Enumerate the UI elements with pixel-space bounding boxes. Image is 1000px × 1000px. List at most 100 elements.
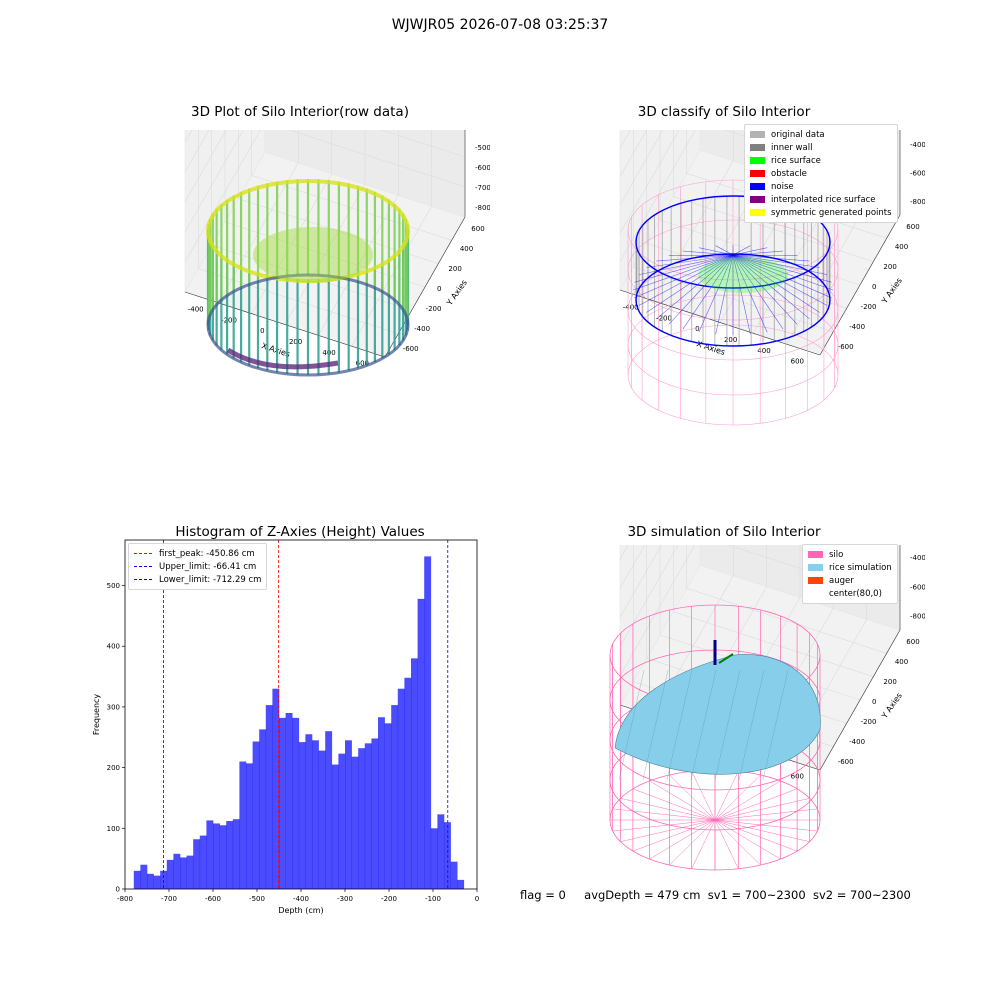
simulation-mesh-line (714, 669, 741, 781)
simulation-silo-floor-line (632, 819, 716, 852)
histogram-legend-label: Lower_limit: -712.29 cm (159, 574, 262, 585)
raw-z-tick-label: -600 (475, 164, 490, 172)
classify-y-tick-label: 200 (883, 263, 896, 271)
raw-surface-patch (253, 227, 373, 283)
raw-top-ring (206, 179, 410, 283)
classify-legend-label: obstacle (771, 168, 807, 179)
classify-legend-label: interpolated rice surface (771, 194, 876, 205)
simulation-mesh-line (762, 669, 789, 781)
raw-x-tick-label: 600 (356, 360, 369, 368)
simulation-silo-floor-line (649, 819, 716, 860)
histogram-title: Histogram of Z-Axies (Height) Values (175, 524, 425, 540)
sv1-text: sv1 = 700~2300 (707, 888, 806, 902)
classify-legend-swatch (750, 209, 765, 216)
raw-x-tick-label: 200 (289, 338, 302, 346)
classify-x-axis-line (619, 289, 821, 356)
histogram-x-tick-label: -300 (337, 895, 353, 903)
classify-noise-ray (732, 254, 820, 268)
histogram-bar (166, 859, 174, 889)
classify-noise-ring (635, 253, 831, 347)
classify-x-tick-label: 200 (724, 336, 737, 344)
histogram-y-tick-label: 300 (107, 703, 120, 711)
simulation-silo-floor-line (612, 819, 716, 832)
simulation-silo-floor-line (714, 819, 739, 869)
histogram-bar (364, 743, 372, 889)
classify-legend-label: rice surface (771, 155, 821, 166)
histogram-legend-item: Lower_limit: -712.29 cm (134, 573, 261, 586)
classify-noise-ray (732, 254, 798, 256)
histogram-x-tick-label: -800 (117, 895, 133, 903)
histogram-legend-label: Upper_limit: -66.41 cm (159, 561, 257, 572)
histogram-x-tick-label: -500 (249, 895, 265, 903)
histogram-x-tick-label: -600 (205, 895, 221, 903)
classify-noise-ray (732, 254, 768, 333)
classify-legend-item: obstacle (750, 167, 892, 180)
histogram-bar (292, 717, 300, 889)
histogram-bar (437, 814, 445, 889)
histogram-bar (430, 828, 438, 889)
classify-noise-ray (638, 254, 734, 275)
histogram-x-tick-label: 0 (475, 895, 479, 903)
histogram-legend-item: Upper_limit: -66.41 cm (134, 560, 261, 573)
simulation-legend-label: center(80,0) (829, 588, 882, 599)
raw-y-tick-label: -600 (403, 345, 419, 353)
raw-x-tick-label: -400 (188, 305, 204, 313)
classify-noise-ray (715, 254, 734, 335)
histogram-bar (252, 741, 260, 889)
classify-x-tick-label: -400 (623, 303, 639, 311)
simulation-y-tick-label: -200 (861, 718, 877, 726)
simulation-mesh-line (618, 669, 645, 781)
classify-plot-title: 3D classify of Silo Interior (637, 104, 811, 120)
classify-noise-ray (698, 254, 734, 333)
histogram-bar (180, 857, 187, 889)
histogram-bar (417, 598, 425, 889)
histogram-bar (232, 819, 240, 889)
raw-y-tick-label: -400 (414, 325, 430, 333)
classify-legend-item: interpolated rice surface (750, 193, 892, 206)
histogram-y-tick-label: 100 (107, 825, 120, 833)
simulation-silo-floor-line (714, 774, 761, 821)
classify-y-tick-label: -600 (838, 343, 854, 351)
histogram-bar (391, 705, 399, 889)
simulation-mesh-line (690, 669, 717, 781)
simulation-y-label: Y Axies (879, 691, 904, 721)
raw-bottom-ring (206, 273, 410, 377)
simulation-legend: silo rice simulation auger center(80,0) (802, 544, 898, 604)
classify-noise-ray (638, 254, 734, 306)
simulation-legend-swatch (808, 551, 823, 558)
histogram-bar (193, 839, 201, 889)
simulation-silo-floor-line (714, 780, 781, 821)
histogram-bar (160, 870, 168, 889)
raw-bottom-arc (226, 347, 339, 370)
histogram-legend-line (134, 566, 152, 567)
classify-legend-item: symmetric generated points (750, 206, 892, 219)
simulation-legend-swatch (808, 564, 823, 571)
classify-x-tick-label: 600 (791, 358, 804, 366)
classify-y-tick-label: 400 (895, 243, 908, 251)
simulation-legend-label: auger (829, 575, 854, 586)
histogram-legend: first_peak: -450.86 cm Upper_limit: -66.4… (128, 543, 268, 590)
histogram-chart: -800 -700 -600 -500 -400 -300 -200 -100 0 0 100 200… (92, 539, 479, 915)
simulation-plot-title: 3D simulation of Silo Interior (627, 524, 821, 540)
simulation-rice-surface (614, 654, 821, 775)
classify-x-tick-label: 0 (695, 325, 699, 333)
simulation-z-tick-label: -400 (910, 554, 925, 562)
histogram-bar (331, 764, 339, 889)
classify-noise-ray (732, 254, 798, 325)
raw-z-tick-label: -400 (475, 130, 490, 132)
simulation-silo-floor-line (691, 771, 716, 821)
classify-noise-ray (632, 254, 734, 291)
histogram-bar (378, 717, 385, 889)
histogram-bar (298, 742, 306, 889)
classify-legend-swatch (750, 144, 765, 151)
classify-legend-label: symmetric generated points (771, 207, 892, 218)
classify-y-tick-label: -200 (861, 303, 877, 311)
histogram-y-tick-label: 0 (116, 886, 120, 894)
classify-legend-item: original data (750, 128, 892, 141)
simulation-legend-swatch (808, 590, 823, 597)
simulation-silo-floor-line (620, 798, 716, 821)
simulation-y-axis-line (819, 629, 901, 771)
histogram-bar (338, 753, 346, 889)
histogram-y-tick-label: 200 (107, 764, 120, 772)
